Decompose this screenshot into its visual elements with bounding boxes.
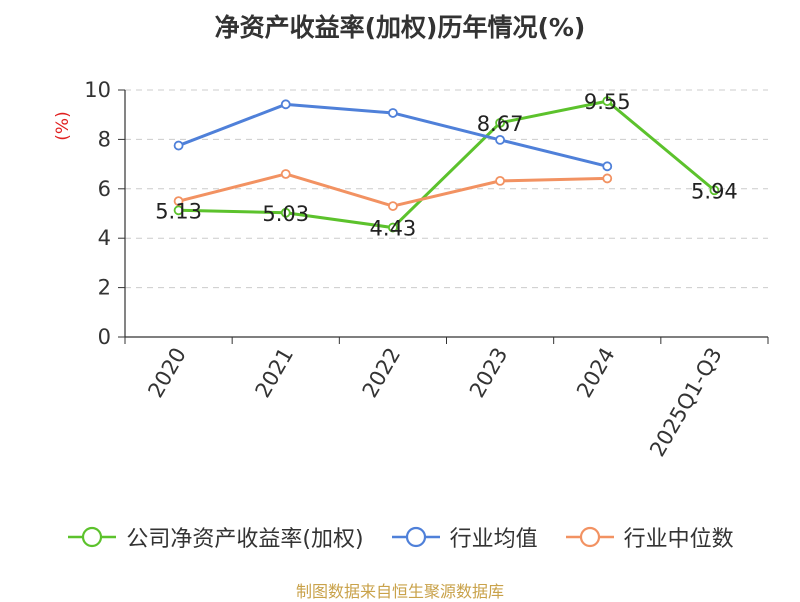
data-label: 4.43 (370, 217, 417, 241)
y-tick-label: 2 (98, 276, 111, 300)
data-label: 9.55 (584, 90, 631, 114)
data-labels: 5.13 5.03 4.43 8.67 9.55 5.94 (155, 90, 738, 240)
data-point (388, 201, 398, 211)
data-point (280, 207, 291, 218)
data-point (173, 140, 184, 151)
data-point (388, 108, 398, 118)
legend: 公司净资产收益率(加权) 行业均值 行业中位数 (0, 520, 800, 554)
x-tick-label: 2025Q1-Q3 (645, 344, 727, 461)
data-point (280, 99, 291, 110)
source-note: 制图数据来自恒生聚源数据库 (295, 582, 504, 601)
x-tick-label: 2024 (572, 344, 620, 402)
data-label: 5.13 (155, 199, 202, 223)
data-point (388, 222, 398, 233)
chart-title: 净资产收益率(加权)历年情况(%) (214, 13, 586, 42)
axes: 0 2 4 6 8 10 2020 2021 2022 2023 2024 2025Q1-Q3 (84, 78, 769, 461)
legend-item-2[interactable]: 行业中位数 (564, 521, 734, 553)
y-tick-label: 10 (84, 78, 111, 102)
series-line-0 (178, 99, 716, 230)
legend-label: 公司净资产收益率(加权) (126, 527, 364, 552)
data-point (173, 205, 184, 216)
x-tick-label: 2021 (251, 344, 299, 402)
data-point (602, 161, 613, 172)
gridlines (125, 89, 768, 289)
y-tick-label: 4 (98, 226, 111, 250)
data-point (495, 134, 505, 145)
y-tick-label: 0 (98, 325, 111, 349)
x-tick-label: 2022 (358, 344, 406, 402)
legend-item-0[interactable]: 公司净资产收益率(加权) (66, 521, 364, 553)
y-tick-label: 6 (98, 177, 111, 201)
data-label: 5.03 (262, 202, 309, 226)
data-label: 8.67 (477, 112, 524, 136)
data-point (495, 117, 505, 128)
legend-symbol (68, 526, 117, 548)
data-point (709, 185, 720, 196)
data-point (602, 173, 613, 184)
data-point (495, 175, 505, 186)
legend-symbol (391, 526, 440, 548)
series (173, 96, 720, 233)
data-point (602, 96, 613, 107)
y-axis-label: (%) (53, 111, 73, 140)
x-tick-label: 2023 (465, 344, 513, 402)
legend-symbol (565, 526, 614, 548)
x-tick-label: 2020 (143, 344, 191, 402)
data-point (173, 196, 184, 207)
legend-item-1[interactable]: 行业均值 (390, 521, 538, 553)
legend-label: 行业均值 (449, 527, 538, 552)
data-label: 5.94 (691, 179, 738, 203)
line-chart: 0 2 4 6 8 10 2020 2021 2022 2023 2024 2025Q1-Q3 (%)… (53, 78, 769, 461)
data-point (280, 169, 291, 179)
y-tick-label: 8 (98, 127, 111, 151)
legend-label: 行业中位数 (623, 527, 734, 552)
